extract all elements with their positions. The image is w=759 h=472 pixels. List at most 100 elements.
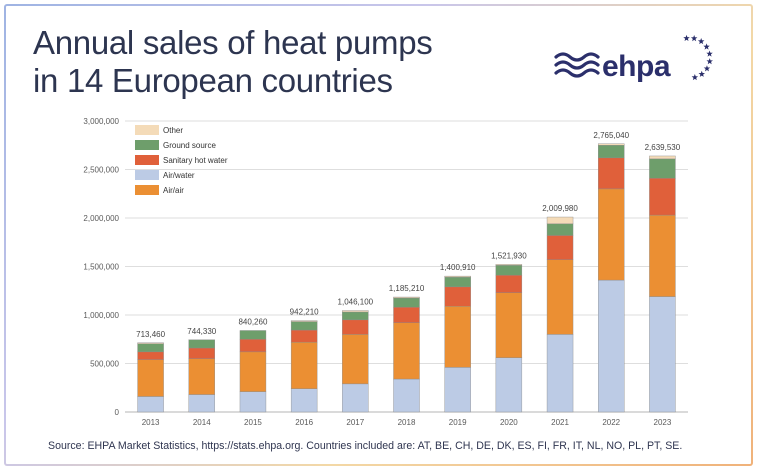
bar-segment-sanitary-hot-water [290, 329, 318, 343]
bar-segment-air-water [444, 367, 471, 413]
total-labels: 713,460 744,330 840,260 942,210 1,046,100 1,1… [136, 131, 681, 339]
bar-segment-air-water [495, 357, 523, 413]
bar-segment-ground-source [444, 276, 471, 288]
ehpa-logo: ehpa [554, 34, 713, 83]
x-tick-label: 2020 [500, 418, 518, 427]
legend-label: Other [163, 126, 183, 135]
bar-segment-other [546, 216, 574, 225]
bar-segment-air-water [188, 394, 215, 413]
legend-swatch [135, 125, 159, 135]
x-axis: 2013 2014 2015 2016 2017 2018 2019 2020 2021 2022… [142, 418, 672, 427]
logo-text: ehpa [602, 50, 671, 83]
bar-segment-air-air [649, 214, 676, 297]
bars [137, 143, 676, 413]
chart-frame [4, 4, 753, 466]
bar-segment-other [598, 143, 625, 146]
legend-label: Air/water [163, 171, 195, 180]
total-label: 2,009,980 [542, 204, 578, 213]
bar-segment-ground-source [393, 297, 420, 308]
y-tick-label: 1,000,000 [83, 311, 119, 320]
star-icon [683, 34, 690, 42]
total-label: 1,400,910 [440, 263, 476, 272]
bar-segment-ground-source [137, 343, 164, 353]
bar-segment-air-water [137, 396, 164, 413]
bar-segment-air-water [393, 378, 420, 413]
star-icon [690, 35, 698, 42]
title-line-2: in 14 European countries [33, 62, 393, 99]
y-tick-label: 500,000 [90, 360, 119, 369]
bar-segment-other [444, 275, 471, 278]
bar-segment-sanitary-hot-water [137, 351, 164, 360]
y-tick-label: 2,500,000 [83, 166, 119, 175]
wave-icon [554, 52, 600, 78]
legend-label: Air/air [163, 186, 184, 195]
y-tick-label: 3,000,000 [83, 117, 119, 126]
y-tick-label: 0 [115, 408, 120, 417]
legend-swatch [135, 155, 159, 165]
bar-segment-sanitary-hot-water [239, 339, 267, 353]
bar-segment-other [137, 342, 164, 344]
bar-segment-other [393, 296, 420, 299]
legend-label: Sanitary hot water [163, 156, 228, 165]
bar-segment-sanitary-hot-water [188, 347, 215, 359]
bar-segment-air-air [495, 292, 523, 358]
bar-segment-air-air [546, 259, 574, 335]
bar-segment-air-air [393, 322, 420, 380]
x-tick-label: 2018 [398, 418, 416, 427]
x-tick-label: 2017 [346, 418, 364, 427]
x-tick-label: 2021 [551, 418, 569, 427]
star-icon [703, 65, 711, 72]
bar-segment-ground-source [546, 223, 574, 236]
star-icon [698, 70, 705, 77]
star-icon [697, 38, 705, 45]
bar-segment-ground-source [188, 339, 215, 349]
total-label: 1,046,100 [338, 298, 374, 307]
bar-segment-other [342, 310, 369, 313]
stars-icon [683, 34, 713, 81]
bar-segment-air-air [342, 334, 369, 385]
bar-segment-air-air [444, 306, 471, 368]
bar-segment-ground-source [239, 330, 267, 340]
total-label: 713,460 [136, 330, 165, 339]
bar-segment-ground-source [598, 145, 625, 159]
bar-segment-air-air [239, 351, 267, 392]
bar-segment-ground-source [495, 265, 523, 276]
legend-swatch [135, 170, 159, 180]
total-label: 942,210 [290, 308, 319, 317]
star-icon [706, 58, 713, 65]
bar-segment-air-air [137, 359, 164, 397]
chart-title: Annual sales of heat pumps in 14 Europea… [33, 24, 473, 100]
bar-segment-air-water [546, 334, 574, 413]
total-label: 2,639,530 [645, 143, 681, 152]
bar-segment-air-air [290, 341, 318, 389]
total-label: 840,260 [238, 317, 267, 326]
grid [125, 120, 688, 413]
bar-segment-sanitary-hot-water [495, 275, 523, 293]
star-icon [706, 50, 713, 57]
bar-segment-other [495, 264, 523, 266]
bar-segment-air-water [239, 391, 267, 413]
y-axis: 0 500,000 1,000,000 1,500,000 2,000,000 2,500… [83, 117, 119, 417]
x-tick-label: 2019 [449, 418, 467, 427]
total-label: 1,521,930 [491, 251, 527, 260]
x-tick-label: 2013 [142, 418, 160, 427]
bar-segment-ground-source [290, 321, 318, 331]
bar-segment-air-water [290, 388, 318, 413]
bar-segment-sanitary-hot-water [649, 178, 676, 216]
bar-segment-sanitary-hot-water [598, 157, 625, 190]
x-tick-label: 2016 [295, 418, 313, 427]
total-label: 2,765,040 [593, 131, 629, 140]
bar-segment-air-water [598, 279, 625, 413]
bar-segment-air-air [188, 358, 215, 395]
bar-segment-sanitary-hot-water [342, 319, 369, 335]
x-tick-label: 2014 [193, 418, 211, 427]
x-tick-label: 2022 [602, 418, 620, 427]
bar-segment-ground-source [342, 311, 369, 321]
star-icon [703, 43, 710, 50]
bar-segment-ground-source [649, 158, 676, 179]
bar-segment-other [290, 320, 318, 322]
source-note: Source: EHPA Market Statistics, https://… [48, 440, 683, 452]
title-line-1: Annual sales of heat pumps [33, 24, 433, 61]
y-tick-label: 2,000,000 [83, 214, 119, 223]
